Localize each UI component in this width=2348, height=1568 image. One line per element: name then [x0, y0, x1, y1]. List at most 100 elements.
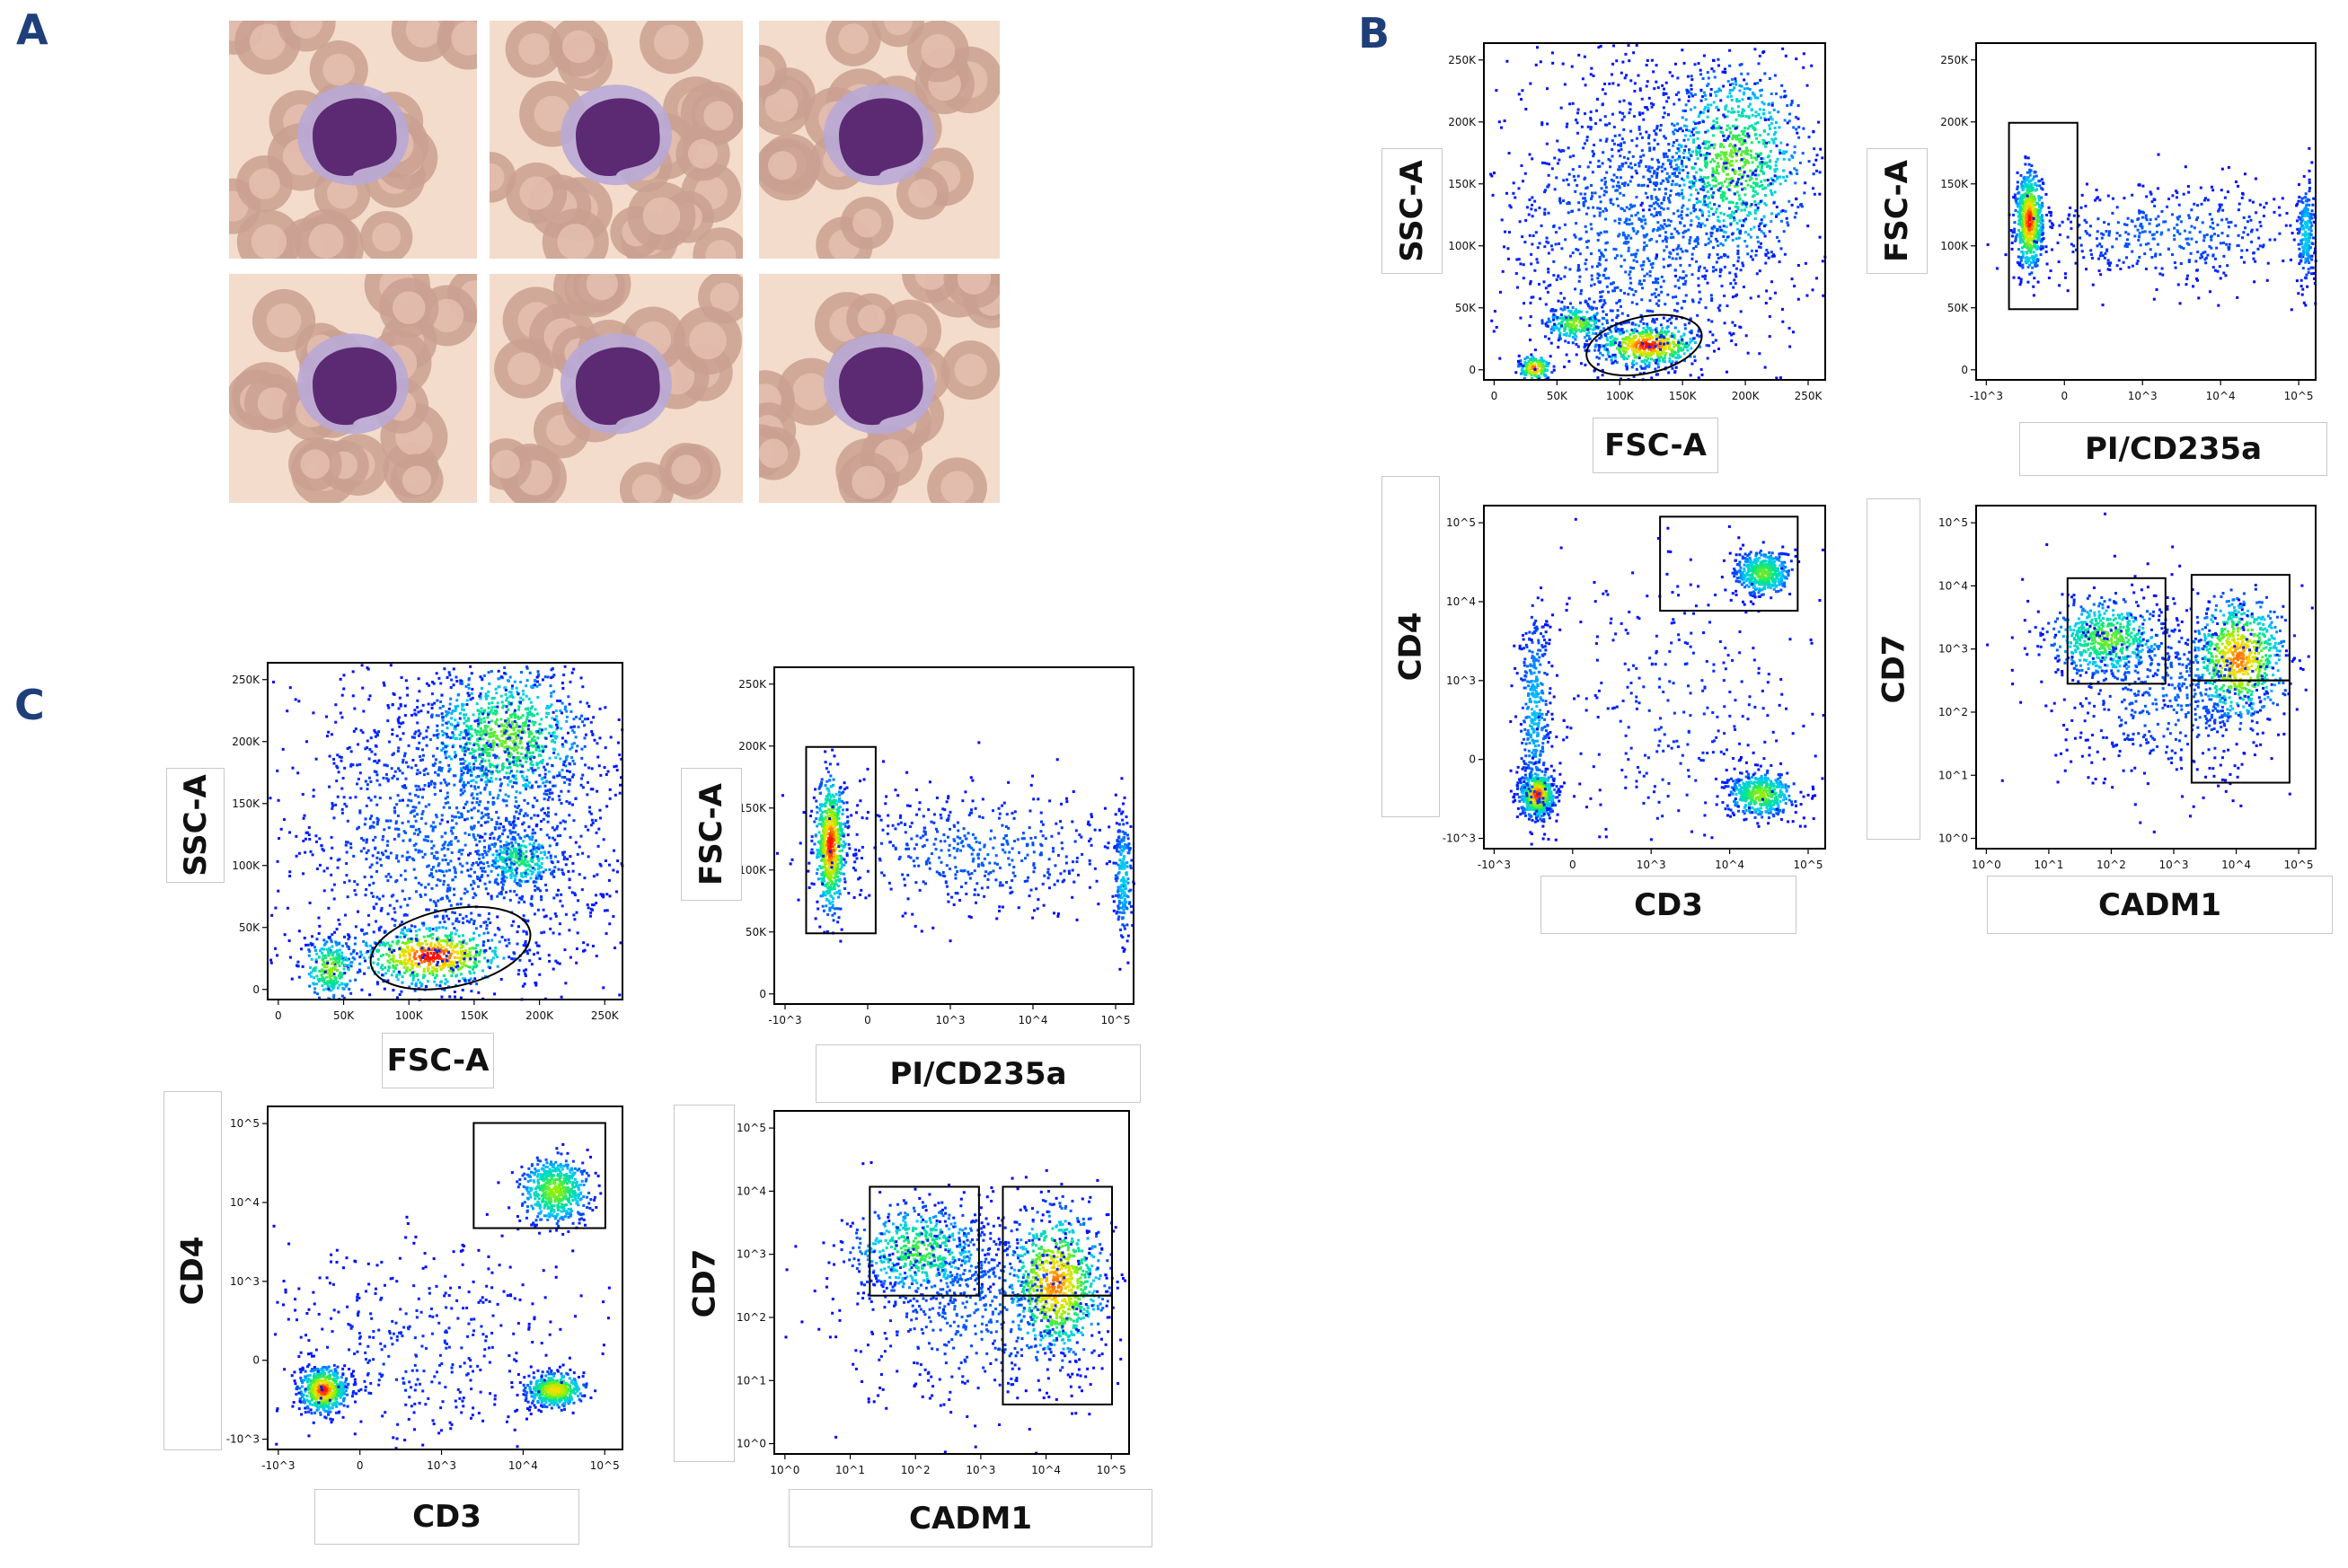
population-1 — [1617, 47, 1824, 369]
flow-plot-b3: -10^3 0 10^3 10^4 10^5 -10^3 0 10^3 10^4 10^5 — [1443, 505, 1826, 871]
flow-plot-b4: 10^0 10^1 10^2 10^3 10^4 10^5 10^0 10^1 10^2 10^3… — [1938, 505, 2317, 871]
x-tick-label: 10^4 — [1715, 859, 1744, 871]
x-tick-label: 10^0 — [1972, 859, 2001, 871]
x-tick-label: 100K — [395, 1009, 424, 1022]
y-tick-label: 10^0 — [1938, 832, 1968, 845]
population-5 — [1489, 44, 1827, 382]
x-tick-label: 10^3 — [1637, 859, 1666, 871]
x-tick-label: 0 — [2061, 390, 2068, 402]
y-tick-label: -10^3 — [1443, 832, 1476, 845]
scatter-plot-area: -10^3 0 10^3 10^4 10^5 0 50K 100K 150K 200K 250K — [738, 666, 1135, 1026]
x-axis-label: FSC-A — [1593, 418, 1718, 473]
population-2 — [1563, 316, 1734, 376]
y-tick-label: 150K — [232, 797, 260, 810]
plot-frame — [773, 666, 1134, 1005]
population-3 — [1720, 541, 1801, 606]
population-2 — [1986, 153, 2317, 312]
y-tick-label: 10^0 — [737, 1438, 766, 1450]
x-tick-label: 150K — [460, 1009, 489, 1022]
y-tick-label: 50K — [239, 921, 260, 934]
y-tick-label: 10^5 — [1446, 516, 1476, 529]
x-tick-label: 10^4 — [1031, 1464, 1061, 1476]
y-tick-label: 50K — [1947, 302, 1969, 314]
y-tick-label: 10^1 — [1938, 769, 1968, 781]
y-tick-label: 0 — [1961, 364, 1968, 376]
population-5 — [1512, 517, 1825, 841]
x-axis-label: CADM1 — [1987, 876, 2333, 934]
plot-frame — [267, 662, 623, 1000]
scatter-plot-area: 10^0 10^1 10^2 10^3 10^4 10^5 10^0 10^1 10^2 10^3… — [1938, 505, 2317, 871]
lymphocyte-nucleus — [576, 347, 660, 426]
x-tick-label: 10^3 — [2128, 390, 2158, 402]
y-tick-label: 0 — [759, 988, 766, 1000]
micrograph-tile — [229, 274, 477, 503]
y-tick-label: 10^1 — [737, 1374, 766, 1387]
x-tick-label: 10^4 — [2221, 859, 2251, 871]
gate-3 — [1002, 1294, 1114, 1405]
y-axis-label: CD4 — [163, 1091, 222, 1450]
x-tick-label: 0 — [275, 1009, 282, 1022]
x-tick-label: 50K — [1547, 390, 1568, 402]
lymphocyte-nucleus — [839, 347, 923, 426]
y-tick-label: 50K — [746, 926, 767, 938]
gate-1 — [472, 1122, 606, 1229]
population-1 — [377, 664, 624, 850]
x-axis-label: CD3 — [314, 1489, 579, 1545]
y-tick-label: 10^4 — [230, 1196, 260, 1209]
flow-plot-c4: 10^0 10^1 10^2 10^3 10^4 10^5 10^0 10^1 10^2 10^3… — [737, 1110, 1130, 1476]
lymphocyte-nucleus — [839, 98, 923, 176]
population-1 — [291, 1352, 358, 1424]
x-tick-label: 10^0 — [770, 1464, 799, 1476]
y-tick-label: 10^4 — [1446, 595, 1476, 608]
flow-plot-c2: -10^3 0 10^3 10^4 10^5 0 50K 100K 150K 200K 250K — [738, 666, 1135, 1026]
lymphocyte-nucleus — [576, 98, 660, 176]
y-axis-label: CD4 — [1381, 476, 1440, 817]
blood-smear-image — [759, 274, 1000, 503]
y-tick-label: 250K — [1448, 54, 1477, 66]
y-tick-label: 0 — [252, 1354, 260, 1367]
y-tick-label: 250K — [1940, 54, 1969, 66]
y-tick-label: 50K — [1455, 302, 1477, 314]
x-tick-label: 200K — [1732, 390, 1761, 402]
y-tick-label: 10^3 — [230, 1275, 260, 1288]
x-tick-label: 50K — [333, 1009, 355, 1022]
plot-frame — [1483, 42, 1826, 381]
y-tick-label: 150K — [1448, 178, 1477, 190]
y-tick-label: 10^3 — [1938, 643, 1968, 656]
population-3 — [1986, 512, 2308, 833]
population-5 — [269, 664, 624, 1001]
x-tick-label: -10^3 — [1478, 859, 1511, 871]
scatter-plot-area: 0 50K 100K 150K 200K 250K 0 50K 100K 150K 200K 250K — [232, 662, 624, 1022]
population-3 — [784, 1161, 1127, 1455]
y-tick-label: 200K — [1448, 116, 1477, 128]
x-axis-label: CADM1 — [789, 1489, 1152, 1547]
x-tick-label: 10^3 — [2159, 859, 2189, 871]
blood-smear-image — [229, 21, 477, 259]
gate-3 — [2190, 679, 2291, 784]
x-tick-label: 0 — [1491, 390, 1498, 402]
y-tick-label: 200K — [1940, 116, 1969, 128]
population-2 — [1509, 586, 1556, 846]
y-axis-label: FSC-A — [1867, 148, 1928, 274]
x-tick-label: 10^3 — [966, 1464, 995, 1476]
y-tick-label: -10^3 — [226, 1433, 260, 1446]
y-tick-label: 10^2 — [737, 1311, 766, 1324]
scatter-plot-area: -10^3 0 10^3 10^4 10^5 -10^3 0 10^3 10^4 10^5 — [226, 1106, 623, 1472]
blood-smear-image — [229, 274, 477, 503]
micrograph-tile — [229, 21, 477, 259]
y-tick-label: 250K — [738, 678, 767, 691]
y-axis-label: CD7 — [674, 1105, 735, 1462]
population-4 — [272, 1181, 611, 1450]
flow-plot-c3: -10^3 0 10^3 10^4 10^5 -10^3 0 10^3 10^4 10^5 — [226, 1106, 623, 1472]
y-tick-label: 200K — [738, 740, 767, 753]
x-tick-label: 150K — [1669, 390, 1698, 402]
plot-frame — [267, 1106, 623, 1450]
y-tick-label: 10^5 — [737, 1122, 766, 1134]
x-tick-label: 10^4 — [1019, 1014, 1048, 1026]
scatter-plot-area: 10^0 10^1 10^2 10^3 10^4 10^5 10^0 10^1 10^2 10^3… — [737, 1110, 1130, 1476]
y-axis-label: CD7 — [1867, 498, 1920, 840]
x-tick-label: 10^5 — [1097, 1464, 1126, 1476]
x-tick-label: 10^1 — [2034, 859, 2063, 871]
population-3 — [2291, 146, 2317, 307]
scatter-plot-area: -10^3 0 10^3 10^4 10^5 -10^3 0 10^3 10^4 10^5 — [1443, 505, 1826, 871]
